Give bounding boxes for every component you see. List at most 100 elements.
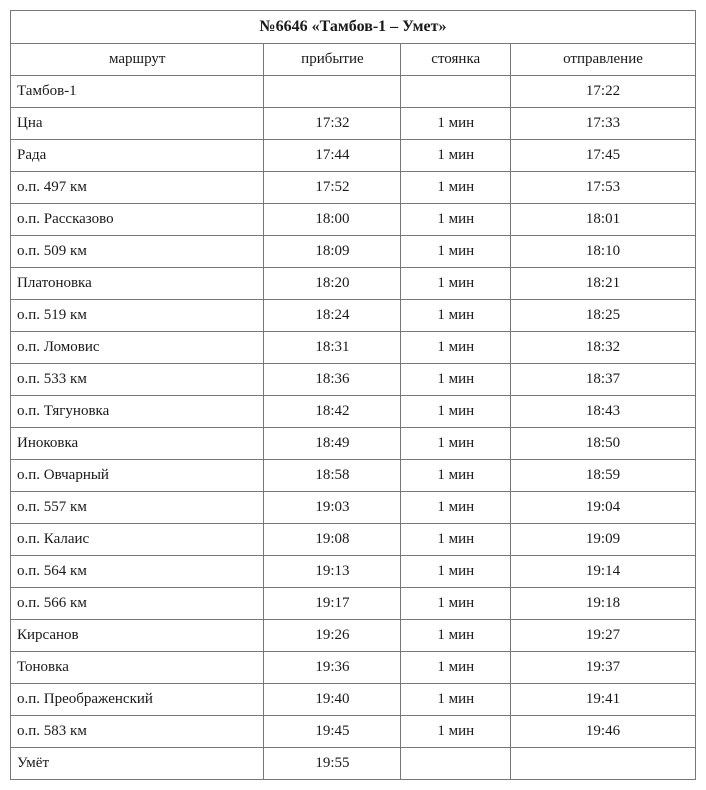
table-row: о.п. 566 км19:171 мин19:18	[11, 588, 696, 620]
cell-departure: 19:04	[511, 492, 696, 524]
cell-route: о.п. 564 км	[11, 556, 264, 588]
table-row: о.п. 509 км18:091 мин18:10	[11, 236, 696, 268]
cell-arrival: 18:31	[264, 332, 401, 364]
cell-arrival: 19:08	[264, 524, 401, 556]
cell-route: о.п. 497 км	[11, 172, 264, 204]
table-row: о.п. Преображенский19:401 мин19:41	[11, 684, 696, 716]
table-row: Тамбов-117:22	[11, 76, 696, 108]
cell-departure: 17:53	[511, 172, 696, 204]
cell-arrival: 18:58	[264, 460, 401, 492]
cell-route: о.п. Овчарный	[11, 460, 264, 492]
cell-departure: 18:43	[511, 396, 696, 428]
table-row: о.п. 519 км18:241 мин18:25	[11, 300, 696, 332]
cell-arrival: 18:00	[264, 204, 401, 236]
cell-arrival: 17:52	[264, 172, 401, 204]
cell-stop	[401, 76, 511, 108]
table-row: о.п. 533 км18:361 мин18:37	[11, 364, 696, 396]
cell-arrival: 17:44	[264, 140, 401, 172]
cell-stop: 1 мин	[401, 268, 511, 300]
cell-departure: 17:45	[511, 140, 696, 172]
cell-route: Иноковка	[11, 428, 264, 460]
cell-arrival: 18:42	[264, 396, 401, 428]
cell-arrival: 19:45	[264, 716, 401, 748]
cell-departure: 19:27	[511, 620, 696, 652]
cell-arrival: 19:17	[264, 588, 401, 620]
table-row: Рада17:441 мин17:45	[11, 140, 696, 172]
table-row: о.п. Калаис19:081 мин19:09	[11, 524, 696, 556]
schedule-body: Тамбов-117:22Цна17:321 мин17:33Рада17:44…	[11, 76, 696, 780]
cell-stop: 1 мин	[401, 364, 511, 396]
cell-arrival	[264, 76, 401, 108]
cell-arrival: 19:13	[264, 556, 401, 588]
cell-departure: 18:59	[511, 460, 696, 492]
cell-arrival: 18:20	[264, 268, 401, 300]
cell-arrival: 18:09	[264, 236, 401, 268]
col-arrival: прибытие	[264, 44, 401, 76]
cell-route: Кирсанов	[11, 620, 264, 652]
table-row: Тоновка19:361 мин19:37	[11, 652, 696, 684]
cell-route: Рада	[11, 140, 264, 172]
cell-stop: 1 мин	[401, 652, 511, 684]
cell-arrival: 19:26	[264, 620, 401, 652]
cell-route: о.п. Тягуновка	[11, 396, 264, 428]
cell-departure: 18:25	[511, 300, 696, 332]
cell-arrival: 18:24	[264, 300, 401, 332]
table-row: о.п. Тягуновка18:421 мин18:43	[11, 396, 696, 428]
title-row: №6646 «Тамбов-1 – Умет»	[11, 11, 696, 44]
cell-departure: 18:10	[511, 236, 696, 268]
cell-stop: 1 мин	[401, 428, 511, 460]
cell-departure: 18:50	[511, 428, 696, 460]
cell-route: о.п. 509 км	[11, 236, 264, 268]
cell-departure: 18:21	[511, 268, 696, 300]
table-row: Умёт19:55	[11, 748, 696, 780]
cell-stop: 1 мин	[401, 460, 511, 492]
cell-stop: 1 мин	[401, 524, 511, 556]
cell-stop: 1 мин	[401, 204, 511, 236]
cell-departure: 17:33	[511, 108, 696, 140]
cell-stop: 1 мин	[401, 492, 511, 524]
cell-departure: 19:14	[511, 556, 696, 588]
cell-route: Цна	[11, 108, 264, 140]
table-row: о.п. 557 км19:031 мин19:04	[11, 492, 696, 524]
schedule-title: №6646 «Тамбов-1 – Умет»	[11, 11, 696, 44]
cell-route: о.п. 533 км	[11, 364, 264, 396]
cell-route: Тамбов-1	[11, 76, 264, 108]
cell-arrival: 19:55	[264, 748, 401, 780]
cell-arrival: 18:49	[264, 428, 401, 460]
cell-route: о.п. 583 км	[11, 716, 264, 748]
schedule-table: №6646 «Тамбов-1 – Умет» маршрут прибытие…	[10, 10, 696, 780]
cell-stop: 1 мин	[401, 108, 511, 140]
cell-stop: 1 мин	[401, 556, 511, 588]
table-row: о.п. Овчарный18:581 мин18:59	[11, 460, 696, 492]
cell-route: Умёт	[11, 748, 264, 780]
col-departure: отправление	[511, 44, 696, 76]
cell-stop: 1 мин	[401, 300, 511, 332]
cell-route: о.п. 557 км	[11, 492, 264, 524]
cell-departure: 19:46	[511, 716, 696, 748]
col-stop: стоянка	[401, 44, 511, 76]
table-row: о.п. 497 км17:521 мин17:53	[11, 172, 696, 204]
cell-arrival: 19:03	[264, 492, 401, 524]
cell-stop	[401, 748, 511, 780]
cell-stop: 1 мин	[401, 172, 511, 204]
cell-departure: 18:32	[511, 332, 696, 364]
cell-departure: 18:37	[511, 364, 696, 396]
table-row: Цна17:321 мин17:33	[11, 108, 696, 140]
cell-route: о.п. 566 км	[11, 588, 264, 620]
cell-stop: 1 мин	[401, 332, 511, 364]
table-row: о.п. 564 км19:131 мин19:14	[11, 556, 696, 588]
cell-arrival: 19:40	[264, 684, 401, 716]
cell-arrival: 18:36	[264, 364, 401, 396]
cell-stop: 1 мин	[401, 396, 511, 428]
table-row: Кирсанов19:261 мин19:27	[11, 620, 696, 652]
cell-stop: 1 мин	[401, 236, 511, 268]
cell-route: Тоновка	[11, 652, 264, 684]
cell-route: Платоновка	[11, 268, 264, 300]
cell-arrival: 17:32	[264, 108, 401, 140]
cell-departure: 18:01	[511, 204, 696, 236]
cell-arrival: 19:36	[264, 652, 401, 684]
table-row: Иноковка18:491 мин18:50	[11, 428, 696, 460]
header-row: маршрут прибытие стоянка отправление	[11, 44, 696, 76]
cell-route: о.п. Калаис	[11, 524, 264, 556]
cell-departure: 19:09	[511, 524, 696, 556]
